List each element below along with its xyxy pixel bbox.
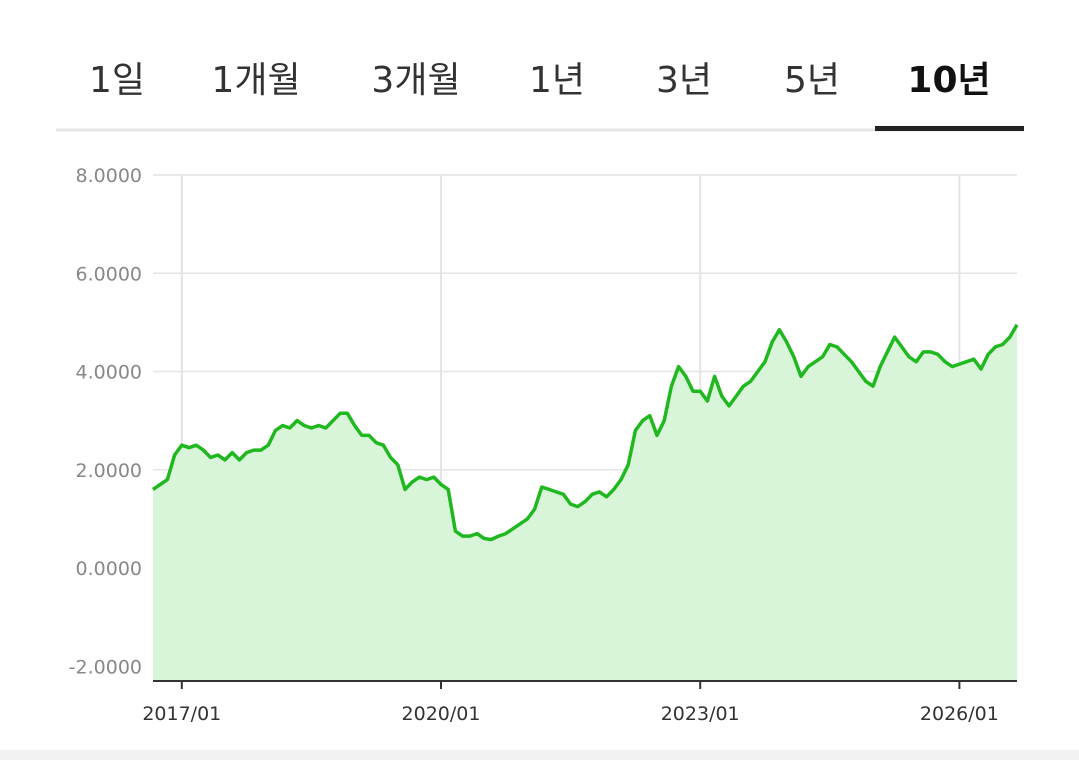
bottom-band bbox=[0, 750, 1079, 760]
tab[interactable]: 1일 bbox=[89, 60, 145, 101]
tab[interactable]: 3개월 bbox=[371, 60, 460, 101]
y-tick-label: 0.0000 bbox=[76, 558, 142, 580]
tab[interactable]: 1년 bbox=[529, 60, 585, 101]
x-tick-label: 2020/01 bbox=[402, 703, 481, 725]
x-tick-label: 2026/01 bbox=[920, 703, 999, 725]
tab[interactable]: 3년 bbox=[656, 60, 712, 101]
tab[interactable]: 1개월 bbox=[211, 60, 300, 101]
x-tick-label: 2017/01 bbox=[142, 703, 221, 725]
active-tab-underline bbox=[875, 126, 1024, 131]
y-tick-label: 4.0000 bbox=[76, 362, 142, 384]
y-tick-label: 8.0000 bbox=[76, 165, 142, 187]
line bbox=[152, 323, 1019, 542]
tab[interactable]: 5년 bbox=[784, 60, 840, 101]
y-tick-label: -2.0000 bbox=[69, 656, 142, 678]
y-tick-label: 6.0000 bbox=[76, 263, 142, 285]
y-tick-label: 2.0000 bbox=[76, 460, 142, 482]
tab[interactable]: 10년 bbox=[907, 60, 990, 101]
x-tick-label: 2023/01 bbox=[661, 703, 740, 725]
